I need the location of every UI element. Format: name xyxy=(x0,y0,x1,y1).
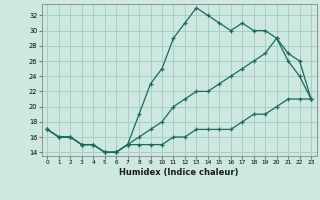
X-axis label: Humidex (Indice chaleur): Humidex (Indice chaleur) xyxy=(119,168,239,177)
